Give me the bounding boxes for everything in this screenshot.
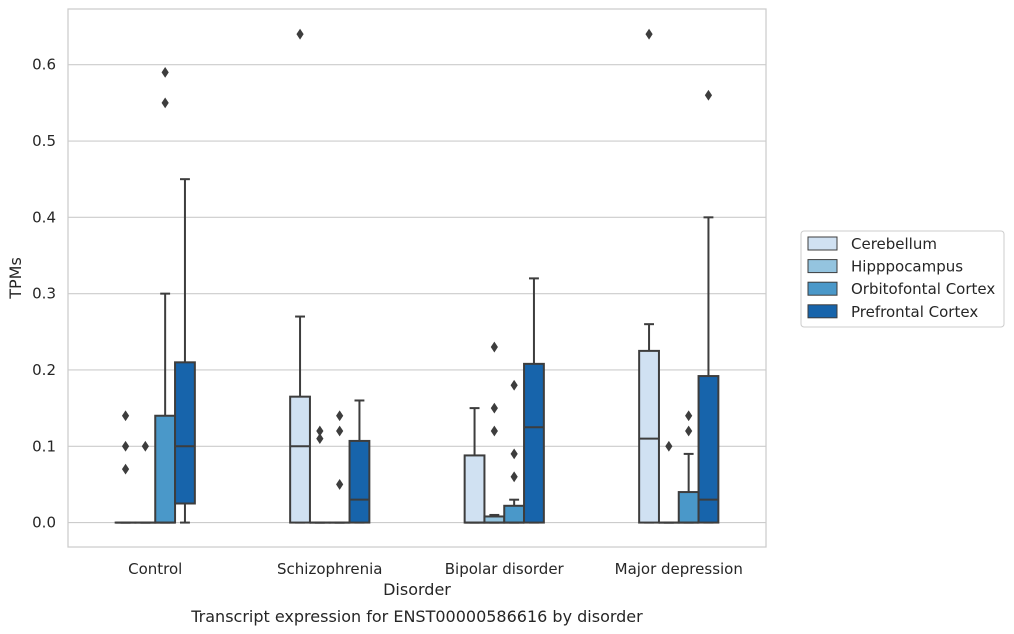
- outlier-point: [685, 425, 693, 437]
- y-tick-label: 0.1: [32, 437, 56, 455]
- series-hipppocampus: [134, 341, 680, 524]
- y-tick-labels: 0.0 0.1 0.2 0.3 0.4 0.5 0.6: [32, 56, 56, 532]
- legend-swatch: [807, 259, 838, 274]
- x-axis-title: Disorder: [383, 580, 451, 599]
- legend: Cerebellum Hipppocampus Orbitofontal Corte…: [800, 230, 1005, 328]
- box-body: [638, 349, 660, 524]
- x-tick-label: Major depression: [615, 560, 743, 578]
- box: [174, 178, 196, 524]
- box: [328, 410, 351, 524]
- outlier-point: [510, 379, 518, 391]
- box: [523, 277, 545, 524]
- outlier-point: [141, 440, 149, 452]
- outlier-point: [510, 471, 518, 483]
- legend-swatch: [807, 304, 838, 319]
- x-tick-label: Schizophrenia: [277, 560, 382, 578]
- legend-swatch: [807, 281, 838, 296]
- outlier-point: [645, 28, 653, 40]
- outlier-point: [316, 425, 324, 437]
- outlier-point: [336, 479, 344, 490]
- outlier-point: [296, 28, 304, 40]
- outlier-point: [490, 425, 498, 437]
- y-tick-label: 0.0: [32, 514, 56, 532]
- outlier-point: [316, 433, 324, 445]
- box: [348, 399, 371, 524]
- legend-label: Cerebellum: [851, 235, 937, 253]
- y-tick-label: 0.5: [32, 132, 56, 150]
- y-axis-title: TPMs: [6, 257, 25, 300]
- x-tick-labels: Control Schizophrenia Bipolar disorder Majo…: [128, 560, 743, 578]
- box-body: [503, 504, 526, 524]
- box: [154, 66, 177, 524]
- y-tick-label: 0.4: [32, 208, 56, 226]
- outlier-point: [336, 410, 344, 422]
- box-body: [697, 375, 720, 524]
- outlier-point: [685, 410, 693, 422]
- plot-frame: [67, 8, 767, 548]
- outlier-point: [704, 89, 713, 101]
- outlier-point: [121, 440, 130, 452]
- legend-label: Orbitofontal Cortex: [851, 280, 995, 298]
- box-body: [174, 361, 196, 505]
- outlier-point: [510, 448, 518, 460]
- box-body: [677, 491, 700, 524]
- box: [697, 89, 720, 524]
- series-cerebellum: [114, 28, 660, 524]
- outlier-point: [665, 440, 673, 452]
- outlier-point: [161, 66, 169, 78]
- x-tick-label: Bipolar disorder: [445, 560, 565, 578]
- legend-items: Cerebellum Hipppocampus Orbitofontal Corte…: [807, 235, 995, 321]
- outlier-point: [121, 463, 130, 475]
- outlier-point: [336, 425, 344, 437]
- outlier-point: [490, 402, 498, 414]
- box: [638, 28, 660, 524]
- outlier-point: [161, 97, 169, 109]
- y-tick-label: 0.3: [32, 285, 56, 303]
- legend-swatch: [807, 236, 838, 251]
- box-body: [154, 414, 177, 524]
- outlier-point: [121, 410, 130, 422]
- box-body: [348, 439, 371, 524]
- x-tick-label: Control: [128, 560, 182, 578]
- box-body: [289, 395, 311, 524]
- box: [463, 407, 486, 524]
- series-prefrontal-cortex: [174, 89, 720, 524]
- box-body: [463, 454, 486, 524]
- legend-label: Prefrontal Cortex: [851, 303, 978, 321]
- y-tick-label: 0.6: [32, 56, 56, 74]
- box: [289, 28, 311, 524]
- outlier-point: [490, 341, 498, 353]
- legend-label: Hipppocampus: [851, 258, 963, 276]
- chart-caption: Transcript expression for ENST0000058661…: [190, 607, 643, 626]
- box-groups: [114, 28, 720, 524]
- y-tick-label: 0.2: [32, 361, 56, 379]
- box-body: [523, 362, 545, 524]
- legend-frame: [800, 230, 1005, 328]
